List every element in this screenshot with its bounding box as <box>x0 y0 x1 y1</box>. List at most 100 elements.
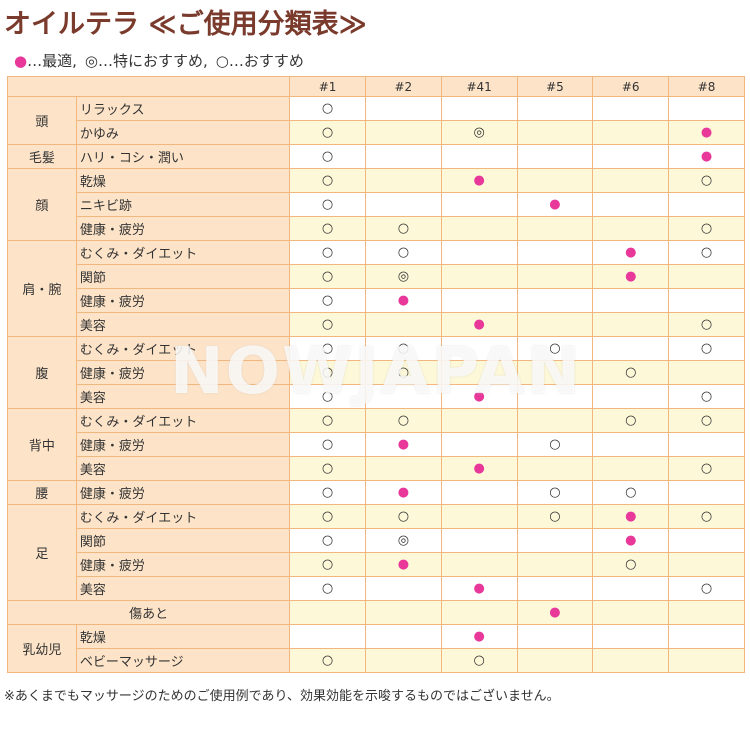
mark-cell <box>516 624 594 649</box>
mark-cell <box>516 96 594 121</box>
legend-item: ○…おすすめ <box>216 52 304 70</box>
mark-cell <box>440 600 518 625</box>
item-label: 健康・疲労 <box>75 216 291 241</box>
table-row: 肩・腕 むくみ・ダイエット ○ ○ ● ○ <box>7 240 745 337</box>
table-row: 美容 ○ ● ○ <box>8 384 745 409</box>
item-label: 美容 <box>75 456 291 481</box>
mark-cell <box>516 384 594 409</box>
mark-cell <box>668 624 745 649</box>
mark-cell: ● <box>440 624 518 649</box>
mark-cell <box>592 456 670 481</box>
table-row: 背中 むくみ・ダイエット ○ ○ ○ ○ <box>7 408 745 481</box>
footer-note: ※あくまでもマッサージのためのご使用例であり、効果効能を示唆するものではございま… <box>4 689 560 704</box>
item-label: 健康・疲労 <box>75 480 291 505</box>
mark-cell: ○ <box>289 528 366 553</box>
mark-cell <box>440 408 518 433</box>
mark-cell <box>592 96 670 121</box>
column-header: #6 <box>592 76 670 97</box>
mark-cell <box>440 216 518 241</box>
mark-cell <box>516 144 594 169</box>
mark-cell: ○ <box>592 408 670 433</box>
mark-cell <box>440 264 518 289</box>
table-row: 健康・疲労 ○ ○ ○ <box>8 216 745 241</box>
mark-cell <box>592 216 670 241</box>
mark-cell: ○ <box>289 648 366 673</box>
mark-cell: ● <box>364 480 442 505</box>
mark-cell: ● <box>592 240 670 265</box>
mark-cell <box>364 144 442 169</box>
mark-cell <box>364 384 442 409</box>
mark-cell <box>668 600 745 625</box>
mark-cell: ○ <box>592 552 670 577</box>
header-row: #1 #2 #41 #5 #6 #8 <box>6 76 745 97</box>
mark-cell <box>364 648 442 673</box>
mark-cell <box>516 288 594 313</box>
legend-text: …おすすめ <box>228 52 304 70</box>
mark-cell <box>516 360 594 385</box>
group-label: 顔 <box>7 168 77 241</box>
mark-cell: ● <box>516 600 594 625</box>
mark-cell: ◎ <box>364 528 442 553</box>
table-row: 健康・疲労 ○ ● <box>8 288 745 313</box>
legend-symbol: ● <box>14 52 28 70</box>
group-label: 頭 <box>7 96 77 145</box>
mark-cell: ○ <box>289 384 366 409</box>
group-label: 腹 <box>7 336 77 409</box>
mark-cell <box>592 600 670 625</box>
table-row: 足むくみ・ダイエット ○ ○ ○ ● ○ <box>7 504 745 601</box>
mark-cell <box>668 288 745 313</box>
mark-cell <box>668 96 745 121</box>
mark-cell <box>668 360 745 385</box>
mark-cell <box>440 144 518 169</box>
legend: ●…最適, ◎…特におすすめ, ○…おすすめ <box>14 50 312 71</box>
mark-cell <box>516 552 594 577</box>
mark-cell: ○ <box>364 240 442 265</box>
mark-cell <box>440 240 518 265</box>
group-label: 傷あと <box>6 600 291 625</box>
table-row: 健康・疲労 ○ ● ○ <box>8 432 745 457</box>
mark-cell <box>440 480 518 505</box>
mark-cell <box>516 264 594 289</box>
legend-text: …最適, <box>27 52 77 70</box>
table-row: かゆみ ○ ◎ ● <box>8 120 745 145</box>
mark-cell: ○ <box>289 168 366 193</box>
group-label: 腰 <box>7 480 77 505</box>
mark-cell <box>364 96 442 121</box>
usage-table: #1 #2 #41 #5 #6 #8 頭リラックス ○ かゆみ ○ ◎ ● 毛髪 ハリ・コシ・潤い ○ ● 顔乾… <box>6 76 745 673</box>
legend-item: ●…最適, <box>14 52 77 70</box>
mark-cell: ○ <box>668 456 745 481</box>
table-row: 美容 ○ ● ○ <box>8 456 745 481</box>
item-label: 関節 <box>75 264 291 289</box>
mark-cell <box>592 624 670 649</box>
mark-cell: ○ <box>289 408 366 433</box>
mark-cell <box>668 264 745 289</box>
mark-cell: ○ <box>289 312 366 337</box>
mark-cell <box>364 600 442 625</box>
mark-cell <box>516 240 594 265</box>
table-row: 傷あと ● <box>6 600 745 625</box>
legend-symbol: ◎ <box>84 52 98 70</box>
mark-cell <box>516 528 594 553</box>
legend-item: ◎…特におすすめ, <box>85 52 208 70</box>
mark-cell: ○ <box>440 648 518 673</box>
mark-cell <box>516 456 594 481</box>
mark-cell <box>516 120 594 145</box>
mark-cell <box>440 432 518 457</box>
item-label: 健康・疲労 <box>75 360 291 385</box>
mark-cell: ○ <box>364 216 442 241</box>
mark-cell: ● <box>592 528 670 553</box>
mark-cell: ○ <box>516 504 594 529</box>
mark-cell <box>592 576 670 601</box>
mark-cell <box>364 456 442 481</box>
legend-text: …特におすすめ, <box>97 52 208 70</box>
mark-cell: ○ <box>516 336 594 361</box>
mark-cell <box>516 216 594 241</box>
mark-cell: ○ <box>289 240 366 265</box>
mark-cell <box>440 96 518 121</box>
mark-cell: ○ <box>289 336 366 361</box>
mark-cell: ● <box>440 384 518 409</box>
mark-cell <box>364 312 442 337</box>
item-label: 美容 <box>75 312 291 337</box>
mark-cell: ○ <box>668 504 745 529</box>
